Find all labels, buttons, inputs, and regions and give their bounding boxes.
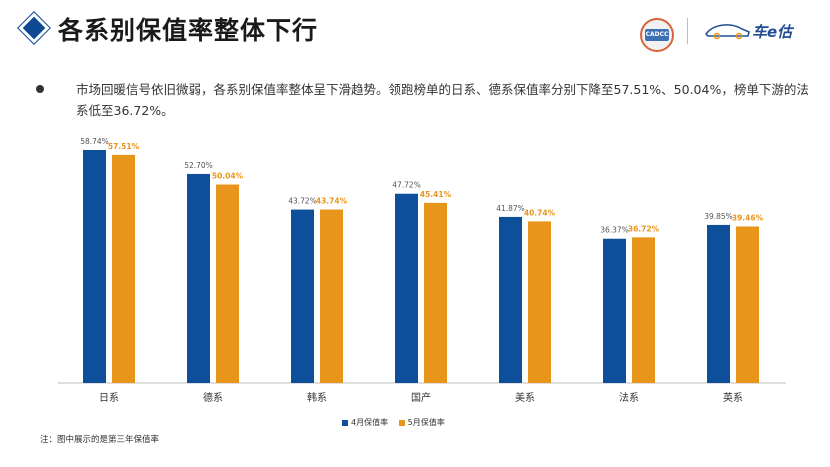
brand-text: 车e估	[752, 23, 793, 41]
cadcc-logo: CADCC	[640, 18, 674, 52]
data-label-april-6: 39.85%	[704, 212, 733, 221]
x-tick-label-2: 韩系	[307, 391, 327, 404]
x-tick-label-0: 日系	[99, 392, 119, 404]
bar-may-1	[216, 184, 239, 383]
footnote: 注：图中展示的是第三年保值率	[40, 435, 160, 445]
data-label-may-2: 43.74%	[316, 196, 348, 205]
bar-may-2	[320, 209, 343, 383]
logo-divider	[687, 18, 688, 44]
bar-may-5	[632, 237, 655, 383]
bar-april-5	[603, 238, 626, 383]
bar-may-4	[528, 221, 551, 383]
car-outline-icon	[705, 24, 750, 40]
bar-may-3	[424, 202, 447, 383]
bullet-icon	[36, 85, 44, 93]
summary-text: 市场回暖信号依旧微弱，各系别保值率整体呈下滑趋势。领跑榜单的日系、德系保值率分别…	[76, 82, 809, 118]
chart-legend: 4月保值率 5月保值率	[342, 417, 453, 428]
bar-may-6	[736, 226, 759, 383]
cadcc-logo-text: CADCC	[645, 29, 669, 41]
bar-may-0	[112, 154, 135, 383]
data-label-may-3: 45.41%	[420, 190, 452, 199]
legend-label-may: 5月保值率	[407, 418, 445, 427]
data-label-april-4: 41.87%	[496, 204, 525, 213]
data-label-april-1: 52.70%	[184, 161, 213, 170]
data-label-may-6: 39.46%	[732, 213, 764, 222]
data-label-april-0: 58.74%	[80, 137, 109, 146]
bar-april-0	[83, 150, 106, 383]
data-label-may-0: 57.51%	[108, 142, 140, 151]
legend-item-april: 4月保值率	[342, 417, 388, 428]
legend-swatch-may	[398, 419, 405, 426]
bar-april-3	[395, 193, 418, 383]
bar-april-4	[499, 216, 522, 383]
x-tick-label-1: 德系	[203, 391, 223, 404]
bar-april-6	[707, 224, 730, 383]
data-label-april-2: 43.72%	[288, 197, 317, 206]
x-tick-label-4: 美系	[515, 391, 535, 404]
data-label-may-1: 50.04%	[212, 172, 244, 181]
legend-swatch-april	[342, 419, 348, 426]
bar-april-2	[291, 209, 314, 383]
x-tick-label-6: 英系	[723, 391, 743, 404]
x-tick-label-5: 法系	[619, 391, 639, 404]
header: 各系别保值率整体下行 CADCC 车e估	[0, 0, 830, 58]
legend-item-may: 5月保值率	[398, 417, 445, 428]
data-label-april-3: 47.72%	[392, 181, 421, 190]
x-tick-label-3: 国产	[411, 391, 431, 404]
page-title: 各系别保值率整体下行	[58, 16, 319, 45]
brand-logo: 车e估	[704, 18, 800, 44]
data-label-may-4: 40.74%	[524, 208, 556, 217]
bar-april-1	[187, 173, 210, 383]
data-label-april-5: 36.37%	[600, 226, 629, 235]
data-label-may-5: 36.72%	[628, 224, 660, 233]
legend-label-april: 4月保值率	[351, 418, 389, 427]
